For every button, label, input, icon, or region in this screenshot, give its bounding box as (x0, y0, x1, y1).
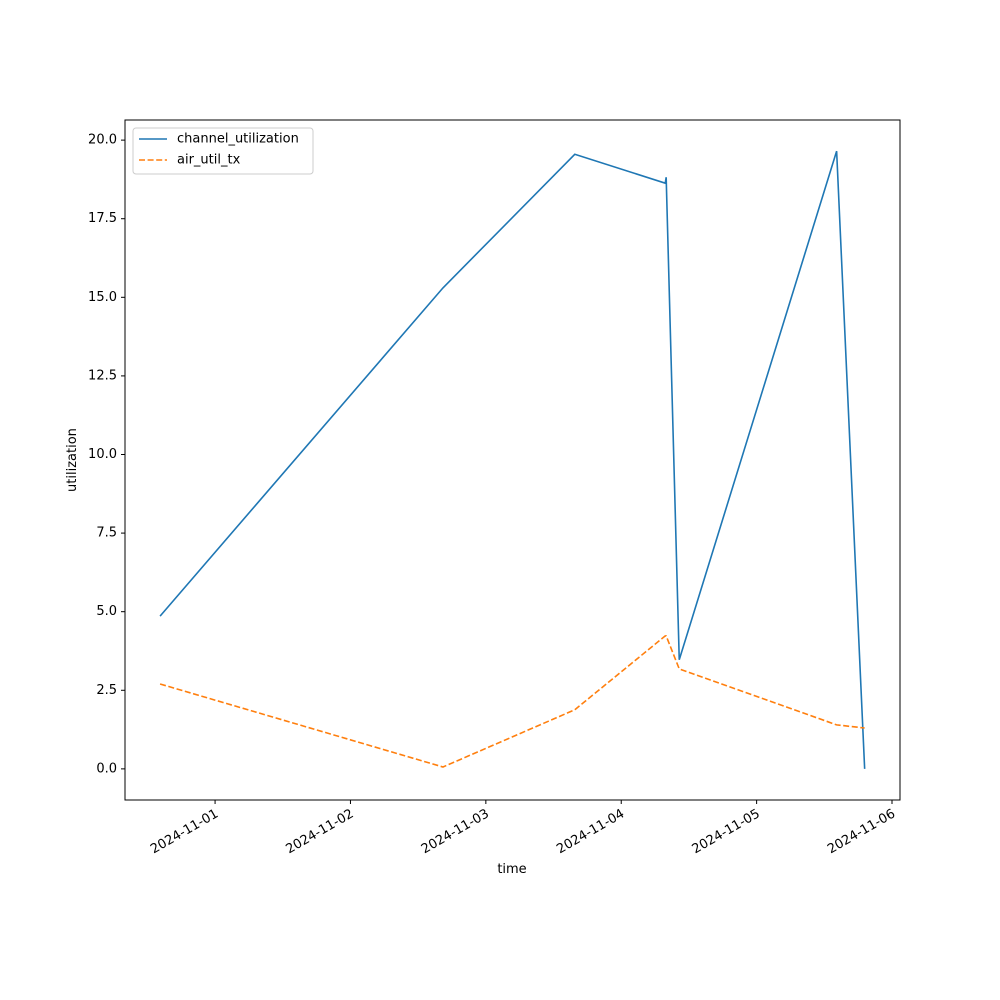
y-tick-label: 0.0 (96, 761, 117, 776)
y-tick-label: 20.0 (88, 133, 117, 148)
y-tick-label: 17.5 (88, 211, 117, 226)
legend-label: channel_utilization (177, 132, 299, 147)
y-tick-label: 5.0 (96, 604, 117, 619)
x-tick-label: 2024-11-02 (284, 806, 357, 857)
y-axis-label: utilization (65, 428, 80, 492)
x-tick-label: 2024-11-04 (554, 806, 627, 857)
x-tick-label: 2024-11-05 (690, 806, 763, 857)
x-tick-label: 2024-11-03 (419, 806, 492, 857)
x-axis-label: time (497, 862, 526, 877)
x-tick-label: 2024-11-01 (148, 806, 221, 857)
y-tick-label: 7.5 (96, 526, 117, 541)
x-tick-label: 2024-11-06 (825, 806, 898, 857)
data-line (159, 635, 865, 768)
legend-label: air_util_tx (177, 153, 241, 168)
y-tick-label: 12.5 (88, 368, 117, 383)
legend: channel_utilization air_util_tx (132, 127, 314, 175)
data-line (159, 150, 866, 769)
y-tick-label: 10.0 (88, 447, 117, 462)
plot-frame (124, 119, 901, 801)
legend-box (132, 127, 314, 175)
y-tick-label: 2.5 (96, 683, 117, 698)
y-tick-label: 15.0 (88, 290, 117, 305)
